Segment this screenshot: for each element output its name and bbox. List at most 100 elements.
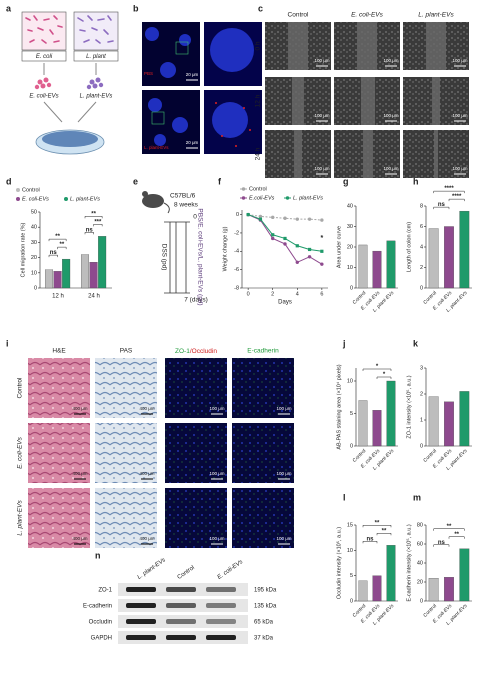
y-tick-label: 5 [350, 411, 353, 417]
bar [386, 545, 396, 602]
significance-label: ns [86, 227, 94, 233]
y-axis-label: Weight change (g) [222, 226, 228, 271]
ev-label: L. plant-EVs [80, 94, 113, 100]
significance-bracket [433, 206, 450, 210]
wound-gap [288, 22, 446, 178]
y-tick-label: 20 [417, 579, 423, 585]
panel-b: PBS L. plant-EVs 20 μm 20 μm [142, 22, 262, 154]
y-tick-label: 6 [420, 224, 423, 230]
y-tick-label: 0 [420, 285, 423, 291]
protein-label: ZO-1 [98, 588, 112, 594]
fluorescence-image [232, 488, 294, 548]
mouse-icon [142, 194, 164, 208]
row-header: 12 h [255, 94, 262, 107]
zoom-box [175, 41, 189, 55]
y-tick-label: -4 [234, 249, 239, 255]
significance-bracket [433, 528, 465, 531]
y-tick-label: 40 [347, 203, 353, 209]
series-marker [258, 217, 263, 221]
bar [372, 575, 382, 602]
y-tick-label: 30 [31, 240, 37, 246]
he-image [28, 358, 90, 418]
y-tick-label: 80 [417, 522, 423, 528]
header-part: /Occludin [190, 348, 217, 355]
row-header: E. coli-EVs [17, 436, 24, 469]
arrow [43, 101, 97, 123]
y-tick-label: 3 [420, 365, 423, 371]
chart: 0 10 20 30 40 50 Cell migration rate (%) 12 h 24… [16, 187, 112, 300]
scale-bar-label: 400 μm [139, 536, 154, 541]
significance-label: **** [452, 194, 462, 200]
y-tick-label: 20 [31, 255, 37, 261]
bar [386, 380, 396, 447]
significance-label: ns [438, 540, 446, 546]
bar [372, 250, 382, 289]
fluorescence-image [165, 423, 227, 483]
blot [118, 583, 248, 644]
bar [89, 262, 98, 289]
significance-bracket [433, 190, 465, 194]
series-marker [320, 249, 324, 253]
y-tick-label: 0 [420, 443, 423, 449]
nuclei [145, 27, 254, 146]
row-header: L. plant-EVs [17, 500, 24, 536]
migration-images [265, 22, 469, 178]
y-axis-label: AB-PAS staining area (×10⁴ pixels) [335, 364, 342, 449]
pas-image [95, 358, 157, 418]
significance-label: ** [382, 528, 387, 534]
y-tick-label: 10 [347, 378, 353, 384]
scale-bar-label: 100 μm [209, 471, 224, 476]
significance-label: * [383, 372, 386, 378]
legend-label: Control [22, 187, 40, 193]
significance-label: * [320, 235, 323, 242]
bar [386, 240, 396, 289]
panel-letter: a [6, 3, 12, 13]
pas-image [95, 488, 157, 548]
significance-bracket [48, 254, 58, 258]
panel-n: L. plant-EVs Control E. coli-EVs ZO-1 E-… [83, 557, 277, 644]
y-tick-label: 10 [31, 270, 37, 276]
lplant-evs [86, 77, 104, 90]
histology-images [28, 358, 294, 548]
column-header: L. plant-EVs [418, 12, 454, 19]
scale-bar-label: 400 μm [72, 471, 87, 476]
chart: 0 20 40 60 80 E-cadherin intensity (×10⁵, a.u… [405, 522, 472, 627]
column-header: Control [288, 12, 310, 19]
bar [444, 226, 454, 289]
lane-label: L. plant-EVs [137, 557, 167, 581]
panel-e: C57BL/6 8 weeks 0 7 (days) DSS (pd) PBS/… [142, 191, 208, 306]
row-header: Control [17, 377, 24, 399]
y-tick-label: 5 [350, 573, 353, 579]
scale-bar-label: 100 μm [209, 536, 224, 541]
legend-label: E.coli-EVs [249, 195, 275, 201]
significance-label: ** [55, 234, 60, 240]
bar [459, 391, 470, 447]
scale-bar-label: 100 μm [383, 113, 398, 118]
legend-marker [64, 197, 68, 201]
column-header: H&E [52, 348, 66, 355]
arrow [43, 63, 97, 75]
y-tick-label: 1 [420, 417, 423, 423]
y-tick-label: 0 [350, 443, 353, 449]
significance-label: * [376, 364, 379, 370]
y-tick-label: 10 [347, 548, 353, 554]
header-part: ZO-1 [175, 348, 190, 355]
he-image [28, 488, 90, 548]
significance-bracket [84, 216, 103, 219]
panel-letter: l [343, 492, 346, 502]
series-marker [307, 255, 312, 259]
y-tick-label: 0 [350, 285, 353, 291]
x-tick-label: 4 [296, 291, 299, 297]
panel-letter: d [6, 176, 12, 186]
panel-i: H&E PAS ZO-1/Occludin E-cadherin Control… [17, 348, 294, 548]
label-box [21, 50, 67, 62]
protein-label: E-cadherin [83, 604, 112, 610]
significance-label: ns [50, 250, 58, 256]
size-label: 37 kDa [254, 636, 274, 642]
significance-label: ns [366, 536, 374, 542]
scale-bar-label: 100 μm [383, 58, 398, 63]
